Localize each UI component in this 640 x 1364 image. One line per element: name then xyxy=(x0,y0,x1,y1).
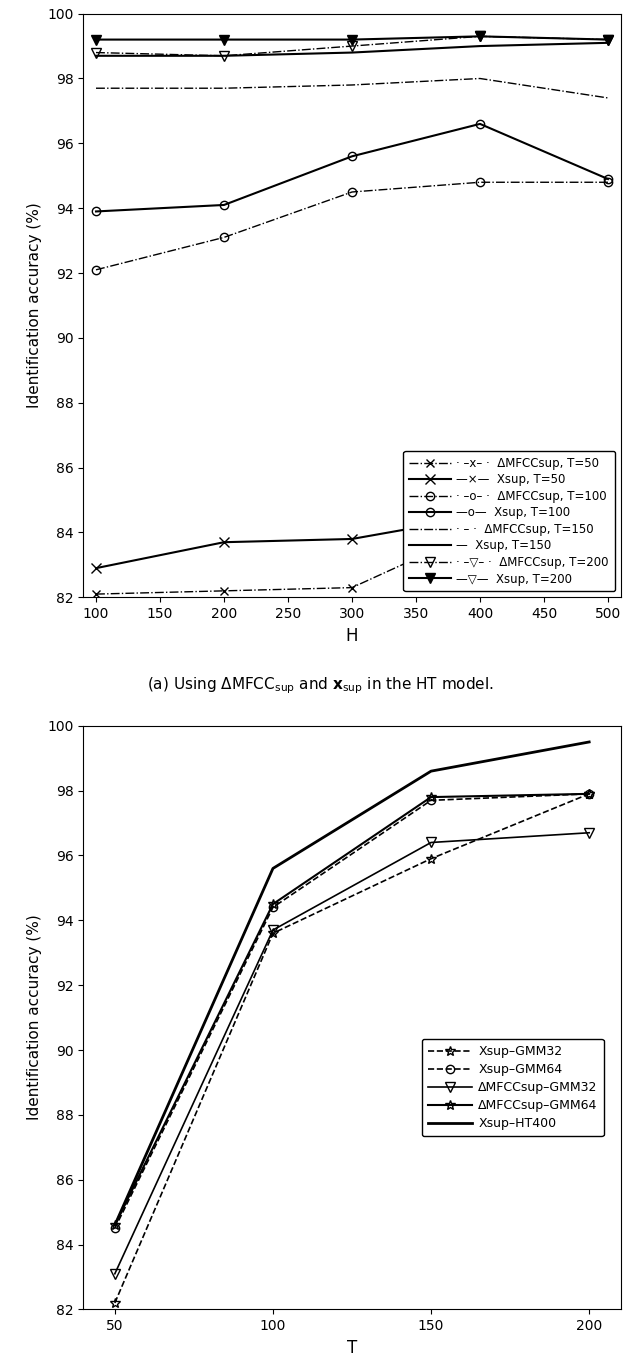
—×—  Xsup, T=50 xyxy=(220,535,228,551)
ΔMFCCsup–GMM64 xyxy=(111,1217,118,1233)
Line: · –▽– ·  ΔMFCCsup, T=200: · –▽– · ΔMFCCsup, T=200 xyxy=(91,31,613,60)
—  Xsup, T=150 xyxy=(220,48,228,64)
ΔMFCCsup–GMM32 xyxy=(269,922,276,938)
—▽—  Xsup, T=200 xyxy=(476,29,484,45)
Line: · –x– ·  ΔMFCCsup, T=50: · –x– · ΔMFCCsup, T=50 xyxy=(92,522,612,599)
ΔMFCCsup–GMM64 xyxy=(269,896,276,913)
· –▽– ·  ΔMFCCsup, T=200 xyxy=(476,29,484,45)
· –▽– ·  ΔMFCCsup, T=200 xyxy=(220,48,228,64)
—▽—  Xsup, T=200 xyxy=(92,31,100,48)
ΔMFCCsup–GMM32 xyxy=(586,825,593,842)
· –x– ·  ΔMFCCsup, T=50 xyxy=(604,518,612,535)
ΔMFCCsup–GMM32 xyxy=(111,1266,118,1282)
—▽—  Xsup, T=200 xyxy=(604,31,612,48)
—o—  Xsup, T=100 xyxy=(220,196,228,213)
· –x– ·  ΔMFCCsup, T=50 xyxy=(476,521,484,537)
· – ·  ΔMFCCsup, T=150 xyxy=(348,76,356,93)
· –o– ·  ΔMFCCsup, T=100 xyxy=(476,175,484,191)
Line: ΔMFCCsup–GMM64: ΔMFCCsup–GMM64 xyxy=(110,788,594,1230)
Xsup–GMM32 xyxy=(269,925,276,941)
ΔMFCCsup–GMM64 xyxy=(586,786,593,802)
· –x– ·  ΔMFCCsup, T=50 xyxy=(348,580,356,596)
· –▽– ·  ΔMFCCsup, T=200 xyxy=(348,38,356,55)
Line: · –o– ·  ΔMFCCsup, T=100: · –o– · ΔMFCCsup, T=100 xyxy=(92,179,612,274)
Text: (a) Using $\Delta$MFCC$_\mathregular{sup}$ and $\mathbf{x}_\mathregular{sup}$ in: (a) Using $\Delta$MFCC$_\mathregular{sup… xyxy=(147,675,493,696)
—▽—  Xsup, T=200 xyxy=(220,31,228,48)
Line: —×—  Xsup, T=50: —×— Xsup, T=50 xyxy=(91,512,613,573)
—o—  Xsup, T=100 xyxy=(476,116,484,132)
ΔMFCCsup–GMM64 xyxy=(428,788,435,805)
· – ·  ΔMFCCsup, T=150 xyxy=(220,80,228,97)
· –o– ·  ΔMFCCsup, T=100 xyxy=(604,175,612,191)
Line: Xsup–GMM32: Xsup–GMM32 xyxy=(110,788,594,1308)
Y-axis label: Identification accuracy (%): Identification accuracy (%) xyxy=(26,915,42,1120)
—×—  Xsup, T=50 xyxy=(348,531,356,547)
Legend: Xsup–GMM32, Xsup–GMM64, ΔMFCCsup–GMM32, ΔMFCCsup–GMM64, Xsup–HT400: Xsup–GMM32, Xsup–GMM64, ΔMFCCsup–GMM32, … xyxy=(422,1039,604,1136)
—×—  Xsup, T=50 xyxy=(604,507,612,524)
· –▽– ·  ΔMFCCsup, T=200 xyxy=(604,31,612,48)
—▽—  Xsup, T=200 xyxy=(348,31,356,48)
Line: Xsup–HT400: Xsup–HT400 xyxy=(115,742,589,1225)
Line: ΔMFCCsup–GMM32: ΔMFCCsup–GMM32 xyxy=(110,828,594,1278)
Xsup–HT400 xyxy=(111,1217,118,1233)
· – ·  ΔMFCCsup, T=150 xyxy=(476,71,484,87)
Line: Xsup–GMM64: Xsup–GMM64 xyxy=(111,790,593,1233)
· – ·  ΔMFCCsup, T=150 xyxy=(604,90,612,106)
—×—  Xsup, T=50 xyxy=(92,561,100,577)
ΔMFCCsup–GMM32 xyxy=(428,835,435,851)
Xsup–HT400 xyxy=(586,734,593,750)
Xsup–GMM32 xyxy=(428,851,435,868)
—  Xsup, T=150 xyxy=(92,48,100,64)
—  Xsup, T=150 xyxy=(604,34,612,50)
Xsup–HT400 xyxy=(269,861,276,877)
X-axis label: H: H xyxy=(346,626,358,645)
· –x– ·  ΔMFCCsup, T=50 xyxy=(220,582,228,599)
—o—  Xsup, T=100 xyxy=(348,149,356,165)
Xsup–GMM64 xyxy=(586,786,593,802)
Xsup–GMM64 xyxy=(428,792,435,809)
Line: —  Xsup, T=150: — Xsup, T=150 xyxy=(96,42,608,56)
· –o– ·  ΔMFCCsup, T=100 xyxy=(348,184,356,201)
Line: —o—  Xsup, T=100: —o— Xsup, T=100 xyxy=(92,120,612,216)
Xsup–GMM64 xyxy=(269,899,276,915)
Xsup–HT400 xyxy=(428,762,435,779)
X-axis label: T: T xyxy=(347,1338,357,1357)
· – ·  ΔMFCCsup, T=150 xyxy=(92,80,100,97)
—  Xsup, T=150 xyxy=(348,45,356,61)
—o—  Xsup, T=100 xyxy=(604,170,612,187)
Line: · – ·  ΔMFCCsup, T=150: · – · ΔMFCCsup, T=150 xyxy=(96,79,608,98)
Xsup–GMM64 xyxy=(111,1221,118,1237)
· –o– ·  ΔMFCCsup, T=100 xyxy=(92,262,100,278)
Y-axis label: Identification accuracy (%): Identification accuracy (%) xyxy=(26,203,42,408)
Xsup–GMM32 xyxy=(586,786,593,802)
· –o– ·  ΔMFCCsup, T=100 xyxy=(220,229,228,246)
—×—  Xsup, T=50 xyxy=(476,507,484,524)
· –x– ·  ΔMFCCsup, T=50 xyxy=(92,587,100,603)
—  Xsup, T=150 xyxy=(476,38,484,55)
Line: —▽—  Xsup, T=200: —▽— Xsup, T=200 xyxy=(91,31,613,45)
—o—  Xsup, T=100 xyxy=(92,203,100,220)
Xsup–GMM32 xyxy=(111,1294,118,1311)
Legend: · –x– ·  ΔMFCCsup, T=50, —×—  Xsup, T=50, · –o– ·  ΔMFCCsup, T=100, —o—  Xsup, T: · –x– · ΔMFCCsup, T=50, —×— Xsup, T=50, … xyxy=(403,451,615,592)
· –▽– ·  ΔMFCCsup, T=200 xyxy=(92,45,100,61)
